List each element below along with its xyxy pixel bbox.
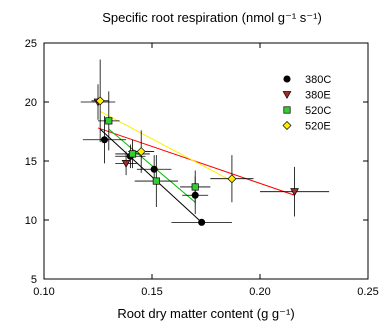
data-point-520c — [105, 117, 113, 125]
legend-marker-380e — [282, 91, 292, 100]
y-tick-label: 25 — [25, 38, 37, 50]
x-tick-label: 0.10 — [33, 286, 54, 298]
fit-line-380c — [99, 128, 203, 223]
data-point-380e — [121, 159, 131, 168]
x-axis-label: Root dry matter content (g g⁻¹) — [117, 306, 294, 321]
data-point-380c — [150, 165, 158, 173]
data-point-380c — [198, 218, 206, 226]
error-bars — [80, 59, 330, 223]
chart-title: Specific root respiration (nmol g⁻¹ s⁻¹) — [102, 10, 322, 25]
data-point-520e — [136, 147, 146, 157]
data-point-520c — [129, 150, 137, 158]
y-tick-label: 5 — [31, 274, 37, 286]
data-points — [93, 96, 299, 226]
x-tick-label: 0.15 — [141, 286, 162, 298]
legend-label-520c: 520C — [305, 105, 331, 117]
y-tick-label: 20 — [25, 97, 37, 109]
data-point-520e — [227, 174, 237, 184]
legend-marker-520e — [282, 121, 292, 130]
fit-line-520e — [99, 110, 233, 182]
legend-label-520e: 520E — [305, 121, 331, 133]
fit-lines — [97, 110, 295, 223]
data-point-520e — [95, 96, 105, 106]
data-point-380e — [290, 188, 299, 197]
data-point-520c — [152, 177, 160, 185]
legend-label-380e: 380E — [305, 90, 331, 102]
fit-line-520c — [108, 128, 196, 203]
x-tick-label: 0.25 — [357, 286, 378, 298]
legend-label-380c: 380C — [305, 74, 331, 86]
y-tick-label: 15 — [25, 156, 37, 168]
y-tick-label: 10 — [25, 215, 37, 227]
axes: 0.10 0.15 0.20 0.25 5 10 15 20 25 — [25, 38, 379, 298]
fit-line-380e — [97, 127, 295, 196]
data-point-380c — [100, 136, 109, 144]
data-point-380c — [191, 191, 199, 199]
legend-marker-380c — [283, 75, 291, 83]
data-point-520c — [191, 183, 199, 191]
legend: 380C 380E 520C 520E — [282, 74, 331, 133]
x-tick-label: 0.20 — [249, 286, 270, 298]
legend-marker-520c — [283, 106, 291, 114]
